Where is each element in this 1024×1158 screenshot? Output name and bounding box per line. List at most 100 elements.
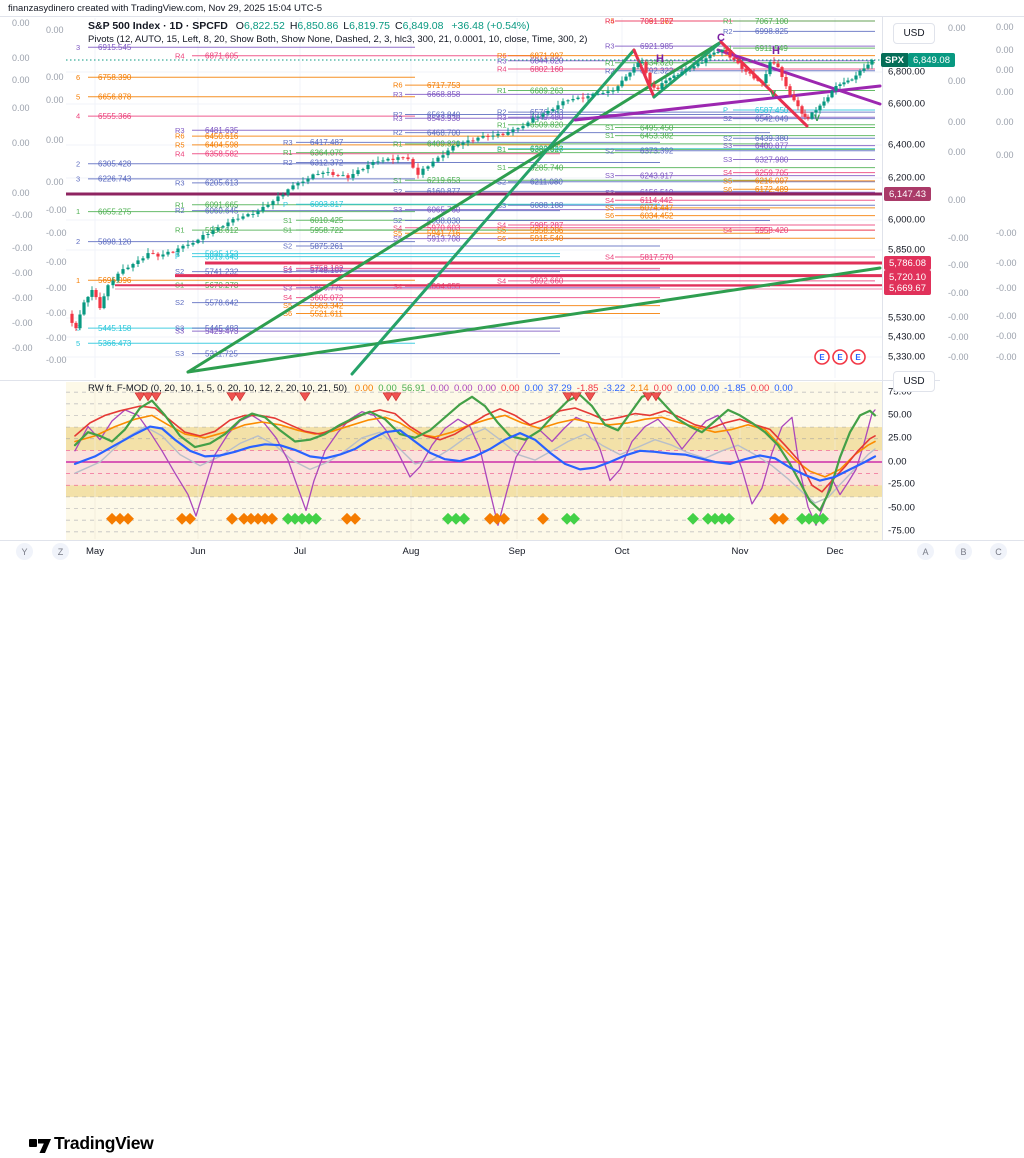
price-axis-tick[interactable]: 5,330.00 xyxy=(888,351,925,363)
pivot-value: 6481.635 xyxy=(205,126,239,135)
tradingview-logo-icon[interactable] xyxy=(28,1134,52,1158)
candle-body xyxy=(256,211,260,215)
pivot-label: R4 xyxy=(175,51,185,60)
price-badge-value: 6,147.43 xyxy=(884,187,931,201)
time-axis-month-oct[interactable]: Oct xyxy=(614,546,630,557)
candle-body xyxy=(748,71,752,74)
candle-body xyxy=(86,296,90,303)
pivot-label: S2 xyxy=(175,298,184,307)
change-value: +36.48 (+0.54%) xyxy=(451,20,530,32)
indicator-value: -3.22 xyxy=(603,383,626,394)
side-scale-label-right_b: -0.00 xyxy=(996,352,1017,362)
event-icon[interactable] xyxy=(850,349,866,365)
pivot-label: S3 xyxy=(283,266,292,275)
pivot-value: 6400.877 xyxy=(755,141,789,150)
price-axis-tick[interactable]: 5,530.00 xyxy=(888,312,925,324)
chart-canvas[interactable]: 3 6915.545 6 6758.390 5 6656.878 4 6555.366 2 630… xyxy=(0,0,1024,603)
pivot-value: 6792.322 xyxy=(640,67,674,76)
pivot-value: 6285.740 xyxy=(530,163,564,172)
pivot-label: S3 xyxy=(605,188,614,197)
purple-rising xyxy=(573,84,882,122)
pivot-value: 5748.107 xyxy=(310,266,344,275)
pivot-label: R3 xyxy=(175,126,185,135)
side-scale-label-right_a: -0.00 xyxy=(948,288,969,298)
pivot-label: R4 xyxy=(605,17,615,26)
price-axis-tick[interactable]: 6,600.00 xyxy=(888,98,925,110)
pivot-value: 6160.877 xyxy=(427,187,461,196)
tradingview-brand[interactable]: TradingView xyxy=(54,1133,154,1153)
currency-button-indicator[interactable]: USD xyxy=(893,371,935,392)
pivot-value: 6871.605 xyxy=(205,52,239,61)
indicator-axis-tick[interactable]: 50.00 xyxy=(888,409,912,421)
pivot-label: R2 xyxy=(393,110,403,119)
candle-body xyxy=(94,290,98,298)
pivot-value: 6717.753 xyxy=(427,81,461,90)
price-axis-tick[interactable]: 6,800.00 xyxy=(888,66,925,78)
timeframe-button-y[interactable]: Y xyxy=(16,543,33,560)
pivot-label: 4 xyxy=(76,112,80,121)
pivot-value: 7067.100 xyxy=(755,17,789,26)
time-axis-month-sep[interactable]: Sep xyxy=(508,546,526,557)
indicator-title[interactable]: RW ft. F-MOD (0, 20, 10, 1, 5, 0, 20, 10… xyxy=(88,383,348,394)
side-scale-label-right_a: 0.00 xyxy=(948,147,966,157)
time-axis-month-aug[interactable]: Aug xyxy=(402,546,420,557)
symbol-title[interactable]: S&P 500 Index · 1D · SPCFD xyxy=(88,20,228,32)
price-axis-tick[interactable]: 5,850.00 xyxy=(888,244,925,256)
candle-body xyxy=(571,99,575,101)
candle-body xyxy=(356,170,360,174)
pivot-letter-marker-C: C xyxy=(717,32,725,44)
price-badge-value: 5,669.67 xyxy=(884,281,931,295)
time-axis-month-jul[interactable]: Jul xyxy=(293,546,307,557)
candle-body xyxy=(281,194,285,197)
candle-body xyxy=(776,63,780,68)
price-axis-tick[interactable]: 6,400.00 xyxy=(888,139,925,151)
timeframe-button-z[interactable]: Z xyxy=(52,543,69,560)
scale-button-c[interactable]: C xyxy=(990,543,1007,560)
candle-body xyxy=(660,83,664,89)
side-scale-label-right_b: 0.00 xyxy=(996,87,1014,97)
indicator-axis-tick[interactable]: -25.00 xyxy=(888,478,915,490)
pivot-label: S2 xyxy=(283,242,292,251)
price-axis-tick[interactable]: 6,000.00 xyxy=(888,214,925,226)
oscillator-series-blue-slow xyxy=(73,425,877,482)
time-axis-month-jun[interactable]: Jun xyxy=(190,546,206,557)
side-scale-label-right_b: 0.00 xyxy=(996,117,1014,127)
side-scale-label-left_a: -0.00 xyxy=(12,268,33,278)
pivot-label: S5 xyxy=(497,226,506,235)
pivot-label: S6 xyxy=(283,309,292,318)
pivot-value: 5875.261 xyxy=(310,242,344,251)
scale-button-a[interactable]: A xyxy=(917,543,934,560)
pivot-value: 6305.428 xyxy=(98,160,132,169)
indicator-axis-tick[interactable]: 25.00 xyxy=(888,432,912,444)
price-badge: 5,786.08 xyxy=(884,256,931,270)
time-axis-month-may[interactable]: May xyxy=(86,546,104,557)
event-icon[interactable] xyxy=(832,349,848,365)
time-axis-month-nov[interactable]: Nov xyxy=(731,546,749,557)
pivot-value: 6226.743 xyxy=(98,175,132,184)
side-scale-label-left_b: 0.00 xyxy=(46,25,64,35)
ohlc-label: C xyxy=(395,20,403,32)
currency-button-main[interactable]: USD xyxy=(893,23,935,44)
pivot-label: R3 xyxy=(497,113,507,122)
candle-body xyxy=(636,62,640,68)
indicator-axis-tick[interactable]: -75.00 xyxy=(888,525,915,537)
pivots-settings-legend[interactable]: Pivots (12, AUTO, 15, Left, 8, 20, Show … xyxy=(88,34,588,45)
candle-body xyxy=(511,129,515,132)
time-axis-month-dec[interactable]: Dec xyxy=(826,546,844,557)
event-icon[interactable] xyxy=(814,349,830,365)
candle-body xyxy=(724,49,728,52)
candle-body xyxy=(632,67,636,73)
indicator-axis-tick[interactable]: -50.00 xyxy=(888,502,915,514)
price-axis-tick[interactable]: 6,200.00 xyxy=(888,172,925,184)
pivot-value: 6555.366 xyxy=(98,112,132,121)
pivot-value: 6468.700 xyxy=(427,128,461,137)
indicator-axis-tick[interactable]: 75.00 xyxy=(888,386,912,398)
pivot-value: 6453.382 xyxy=(640,131,674,140)
pane-divider[interactable] xyxy=(0,380,940,381)
price-axis-tick[interactable]: 5,430.00 xyxy=(888,331,925,343)
scale-button-b[interactable]: B xyxy=(955,543,972,560)
indicator-axis-tick[interactable]: 0.00 xyxy=(888,456,907,468)
pivot-value: 6417.487 xyxy=(310,138,344,147)
pivot-value: 6834.820 xyxy=(640,59,674,68)
price-badge-spx: SPX 6,849.08 xyxy=(881,53,955,67)
